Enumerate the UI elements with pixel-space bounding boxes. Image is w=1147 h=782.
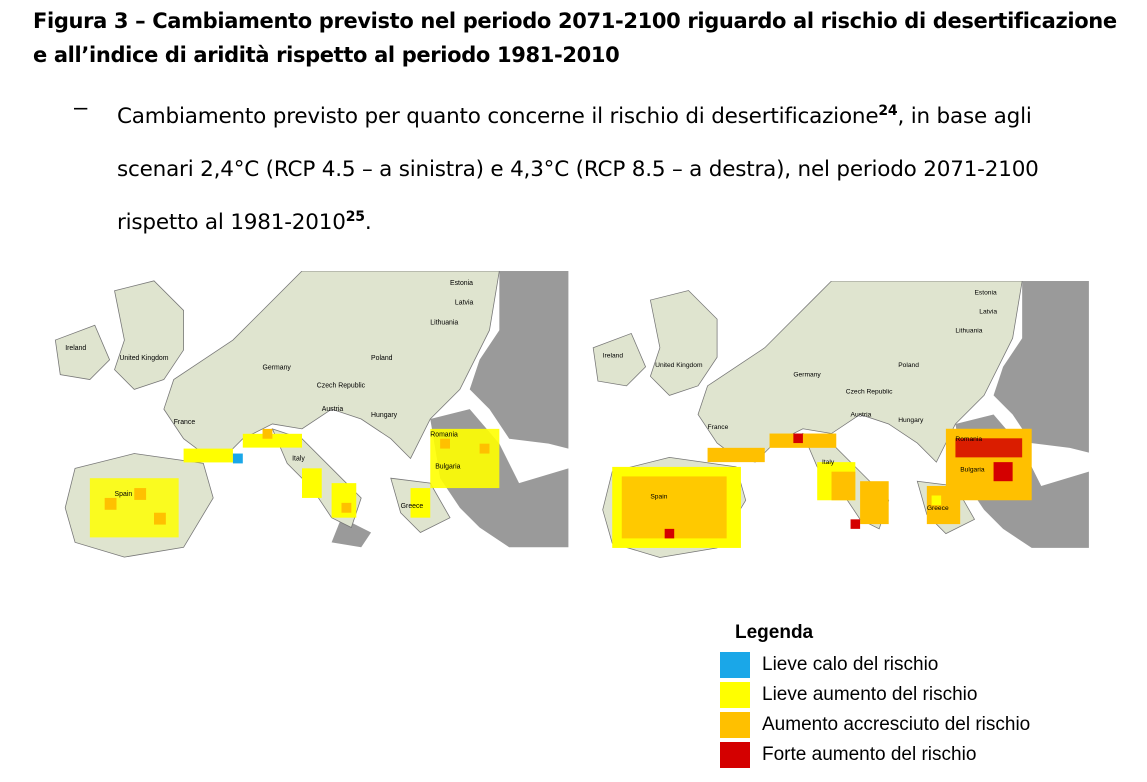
label-romania: Romania: [430, 432, 458, 439]
label-italy: Italy: [292, 455, 305, 462]
footnote-25[interactable]: 25: [345, 208, 365, 225]
label-uk: United Kingdom: [655, 362, 703, 369]
label-greece: Greece: [927, 505, 949, 512]
legend-swatch: [720, 652, 750, 678]
label-spain: Spain: [650, 493, 667, 500]
label-romania: Romania: [955, 436, 982, 443]
legend-swatch: [720, 712, 750, 738]
legend-label: Lieve calo del rischio: [762, 654, 939, 675]
label-austria: Austria: [322, 406, 344, 413]
label-latvia: Latvia: [979, 308, 997, 315]
risk-cells-rcp45: [89, 428, 500, 538]
land-uk: [649, 290, 718, 396]
label-poland: Poland: [371, 355, 393, 362]
legend-label: Lieve aumento del rischio: [762, 684, 978, 705]
footnote-24[interactable]: 24: [878, 102, 898, 119]
legend-item: Lieve calo del rischio: [720, 650, 1100, 680]
label-france: France: [708, 424, 729, 431]
label-estonia: Estonia: [975, 289, 997, 296]
label-germany: Germany: [263, 365, 292, 372]
label-bulgaria: Bulgaria: [960, 467, 985, 474]
legend-item: Lieve aumento del rischio: [720, 680, 1100, 710]
legend-swatch: [720, 682, 750, 708]
legend-swatch: [720, 742, 750, 768]
label-france: France: [174, 419, 196, 426]
label-hungary: Hungary: [898, 417, 924, 424]
legend-label: Forte aumento del rischio: [762, 744, 977, 765]
legend-item: Aumento accresciuto del rischio: [720, 710, 1100, 740]
label-italy: Italy: [822, 459, 835, 466]
legend: Legenda Lieve calo del rischio Lieve aum…: [720, 622, 1100, 770]
label-latvia: Latvia: [455, 300, 474, 307]
map-rcp85: Estonia Latvia Lithuania Ireland United …: [573, 281, 1090, 567]
bullet-text-part2: , in base agli scenari 2,4°C (RCP 4.5 – …: [117, 104, 1039, 235]
legend-title: Legenda: [735, 622, 814, 643]
legend-label: Aumento accresciuto del rischio: [762, 714, 1031, 735]
land-central-europe: [163, 271, 500, 460]
label-austria: Austria: [851, 411, 872, 418]
land-ireland: [54, 324, 111, 380]
label-lithuania: Lithuania: [430, 319, 458, 326]
label-poland: Poland: [898, 362, 919, 369]
non-eu-east: [469, 271, 569, 449]
bullet-text-end: .: [364, 210, 372, 235]
land-ireland: [592, 332, 647, 387]
bullet-text: Cambiamento previsto per quanto concerne…: [117, 90, 1107, 249]
land-uk: [114, 280, 184, 390]
legend-item: Forte aumento del rischio: [720, 740, 1100, 770]
label-bulgaria: Bulgaria: [435, 463, 460, 470]
risk-cells-rcp85: [612, 428, 1032, 548]
label-ireland: Ireland: [65, 345, 86, 352]
label-ireland: Ireland: [603, 352, 624, 359]
non-eu-east: [993, 281, 1089, 453]
label-czech: Czech Republic: [317, 382, 366, 389]
map-rcp45: Estonia Latvia Lithuania Ireland United …: [33, 271, 571, 567]
figure-title: Figura 3 – Cambiamento previsto nel peri…: [33, 9, 1117, 67]
map-rcp85-svg: Estonia Latvia Lithuania Ireland United …: [574, 281, 1089, 567]
map-rcp45-svg: Estonia Latvia Lithuania Ireland United …: [35, 271, 569, 567]
bullet-text-part1: Cambiamento previsto per quanto concerne…: [117, 104, 879, 129]
bullet-dash: –: [74, 94, 88, 121]
label-hungary: Hungary: [371, 412, 398, 419]
label-uk: United Kingdom: [119, 355, 168, 362]
label-estonia: Estonia: [450, 280, 473, 287]
label-germany: Germany: [793, 371, 821, 378]
label-lithuania: Lithuania: [955, 327, 982, 334]
label-czech: Czech Republic: [846, 388, 893, 395]
label-spain: Spain: [115, 491, 133, 498]
label-greece: Greece: [401, 503, 424, 510]
